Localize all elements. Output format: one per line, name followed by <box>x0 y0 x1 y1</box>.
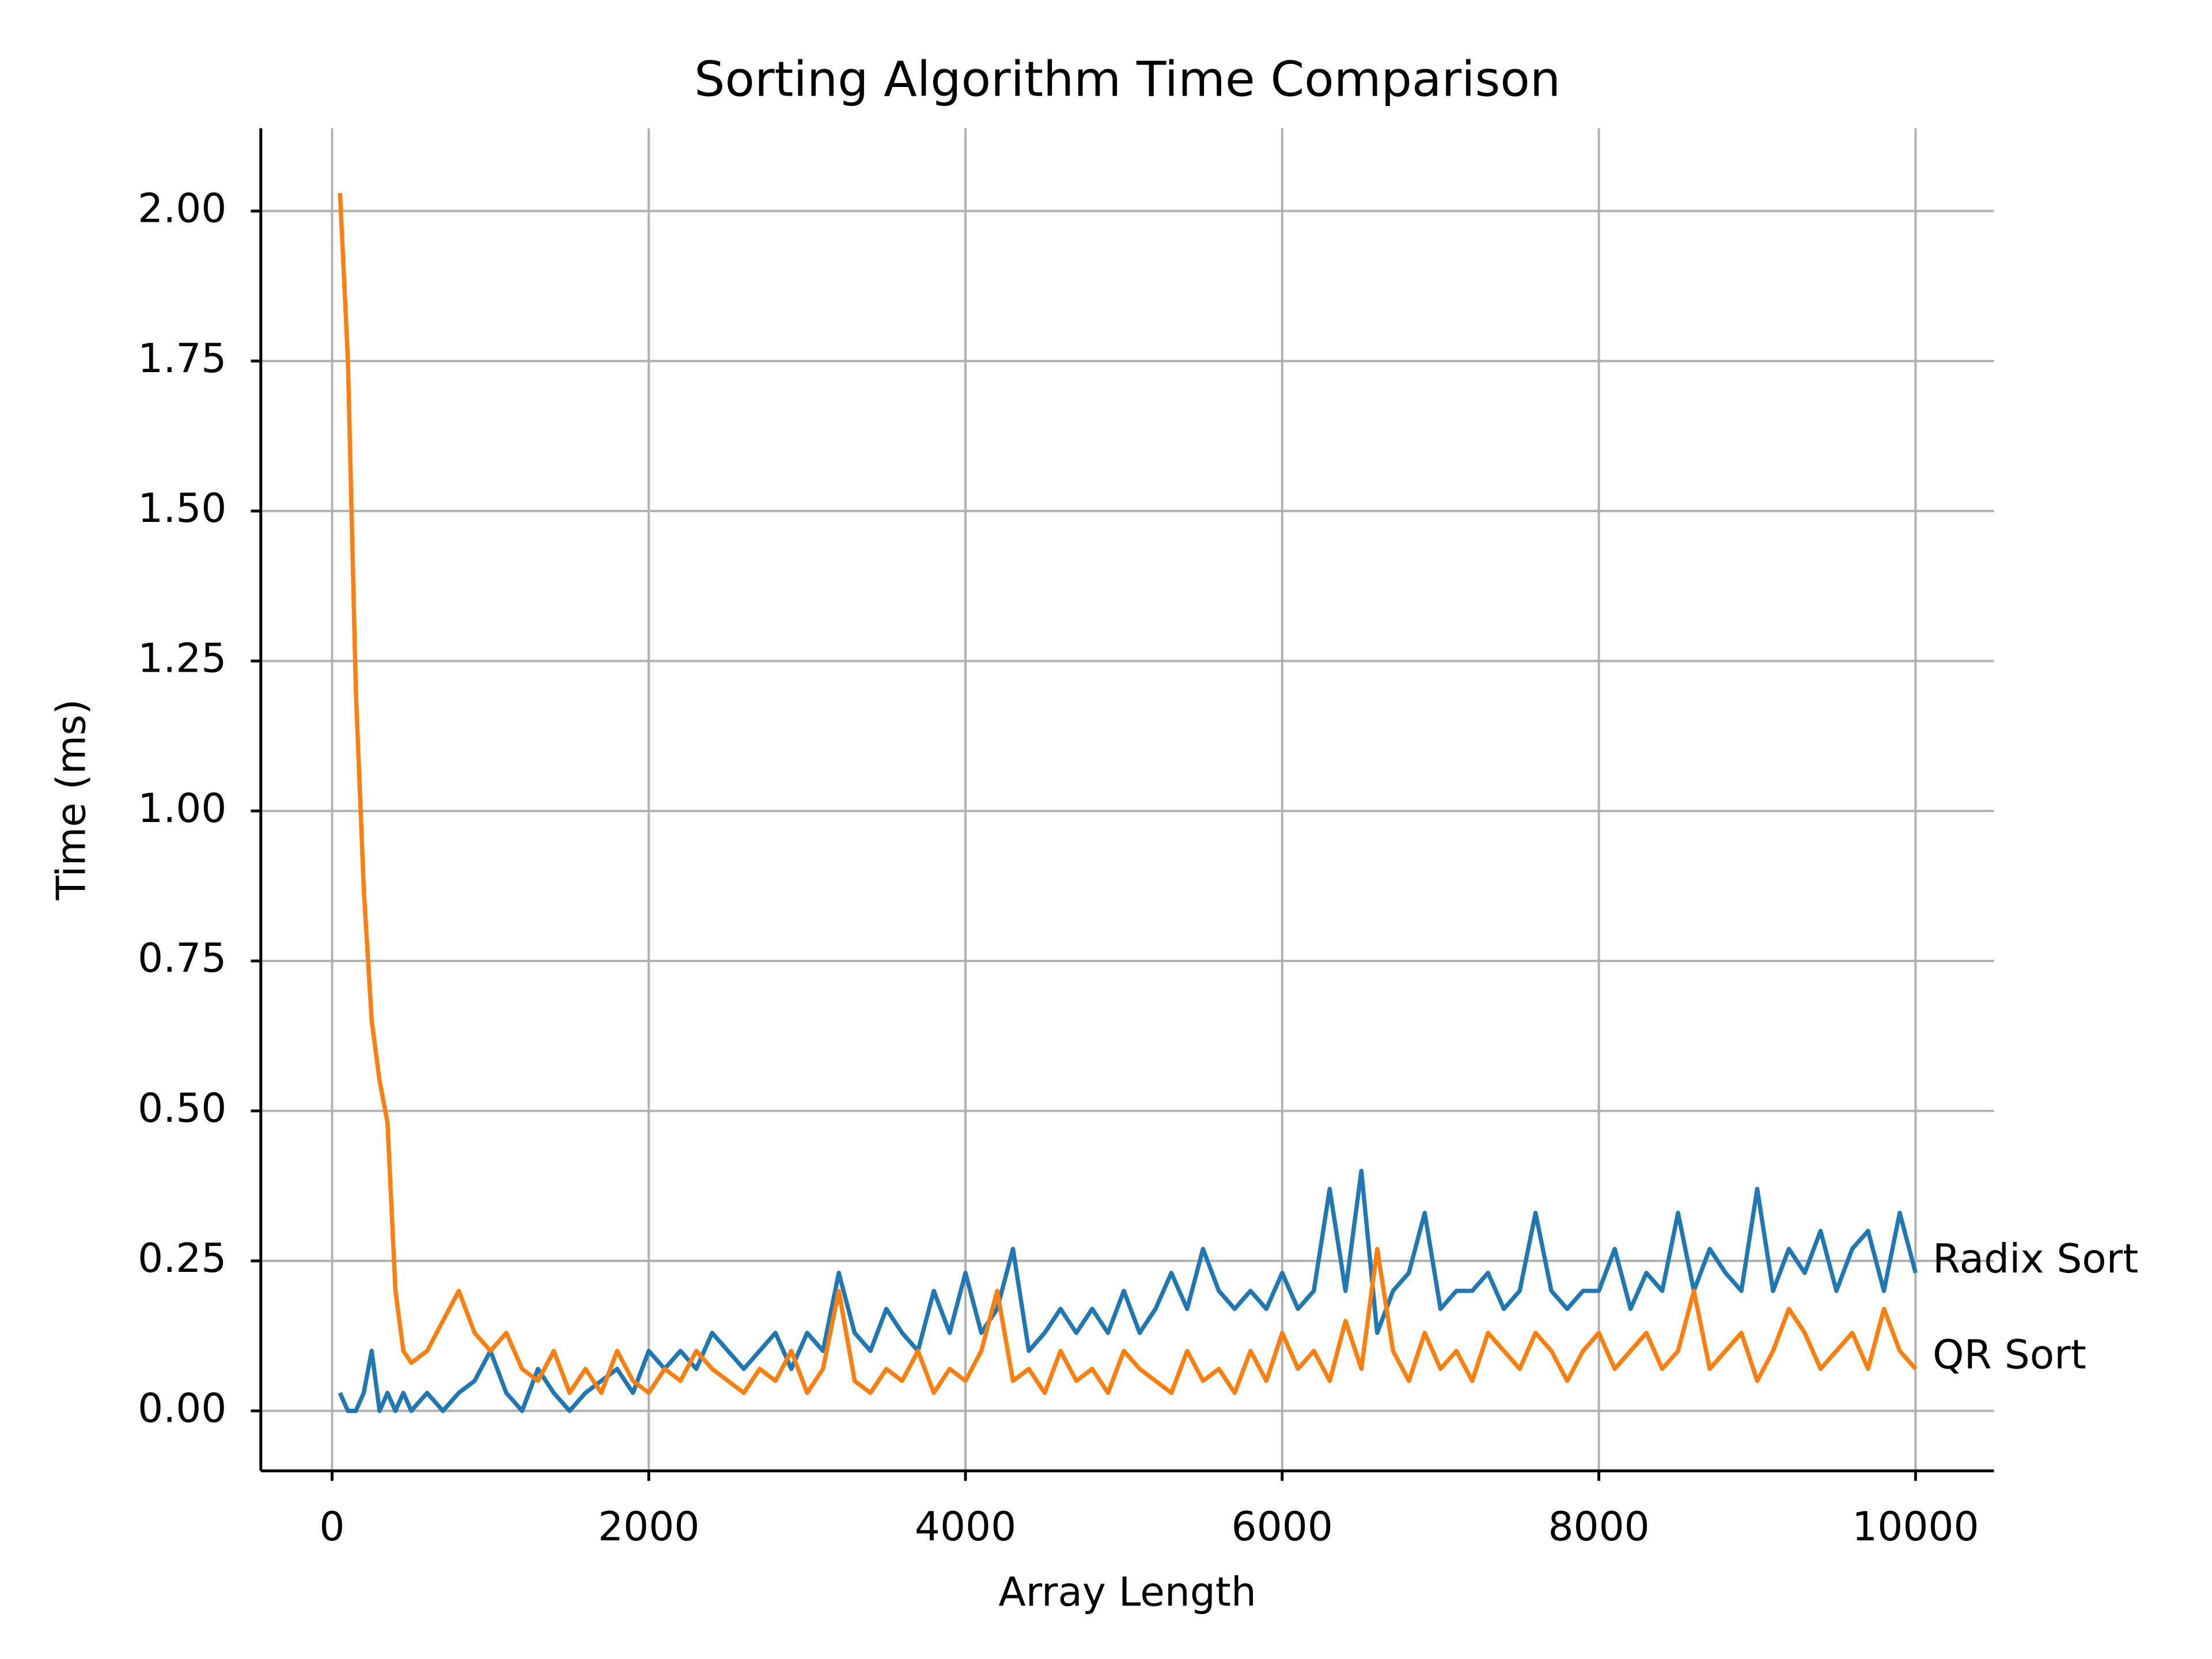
chart-title: Sorting Algorithm Time Comparison <box>694 51 1560 107</box>
y-tick-label: 0.25 <box>138 1236 226 1282</box>
y-tick-label: 0.50 <box>138 1086 226 1132</box>
x-tick-label: 2000 <box>598 1504 699 1550</box>
series-label: QR Sort <box>1933 1332 2086 1378</box>
x-tick-label: 10000 <box>1852 1504 1979 1550</box>
y-tick-label: 0.75 <box>138 935 226 982</box>
y-tick-label: 1.25 <box>138 636 226 682</box>
data-line <box>338 1168 1918 1413</box>
x-axis-label: Array Length <box>998 1570 1256 1616</box>
series-label: Radix Sort <box>1933 1236 2138 1282</box>
x-tick-label: 4000 <box>915 1504 1016 1550</box>
x-tick-label: 6000 <box>1232 1504 1333 1550</box>
y-tick-label: 2.00 <box>138 185 226 232</box>
y-tick-label: 1.50 <box>138 486 226 532</box>
data-line <box>338 192 1918 1395</box>
x-tick-label: 8000 <box>1548 1504 1649 1550</box>
y-tick-label: 1.75 <box>138 336 226 382</box>
x-tick-label: 0 <box>319 1504 344 1550</box>
y-tick-label: 1.00 <box>138 786 226 832</box>
y-tick-label: 0.00 <box>138 1385 226 1431</box>
y-axis-label: Time (ms) <box>49 699 95 900</box>
